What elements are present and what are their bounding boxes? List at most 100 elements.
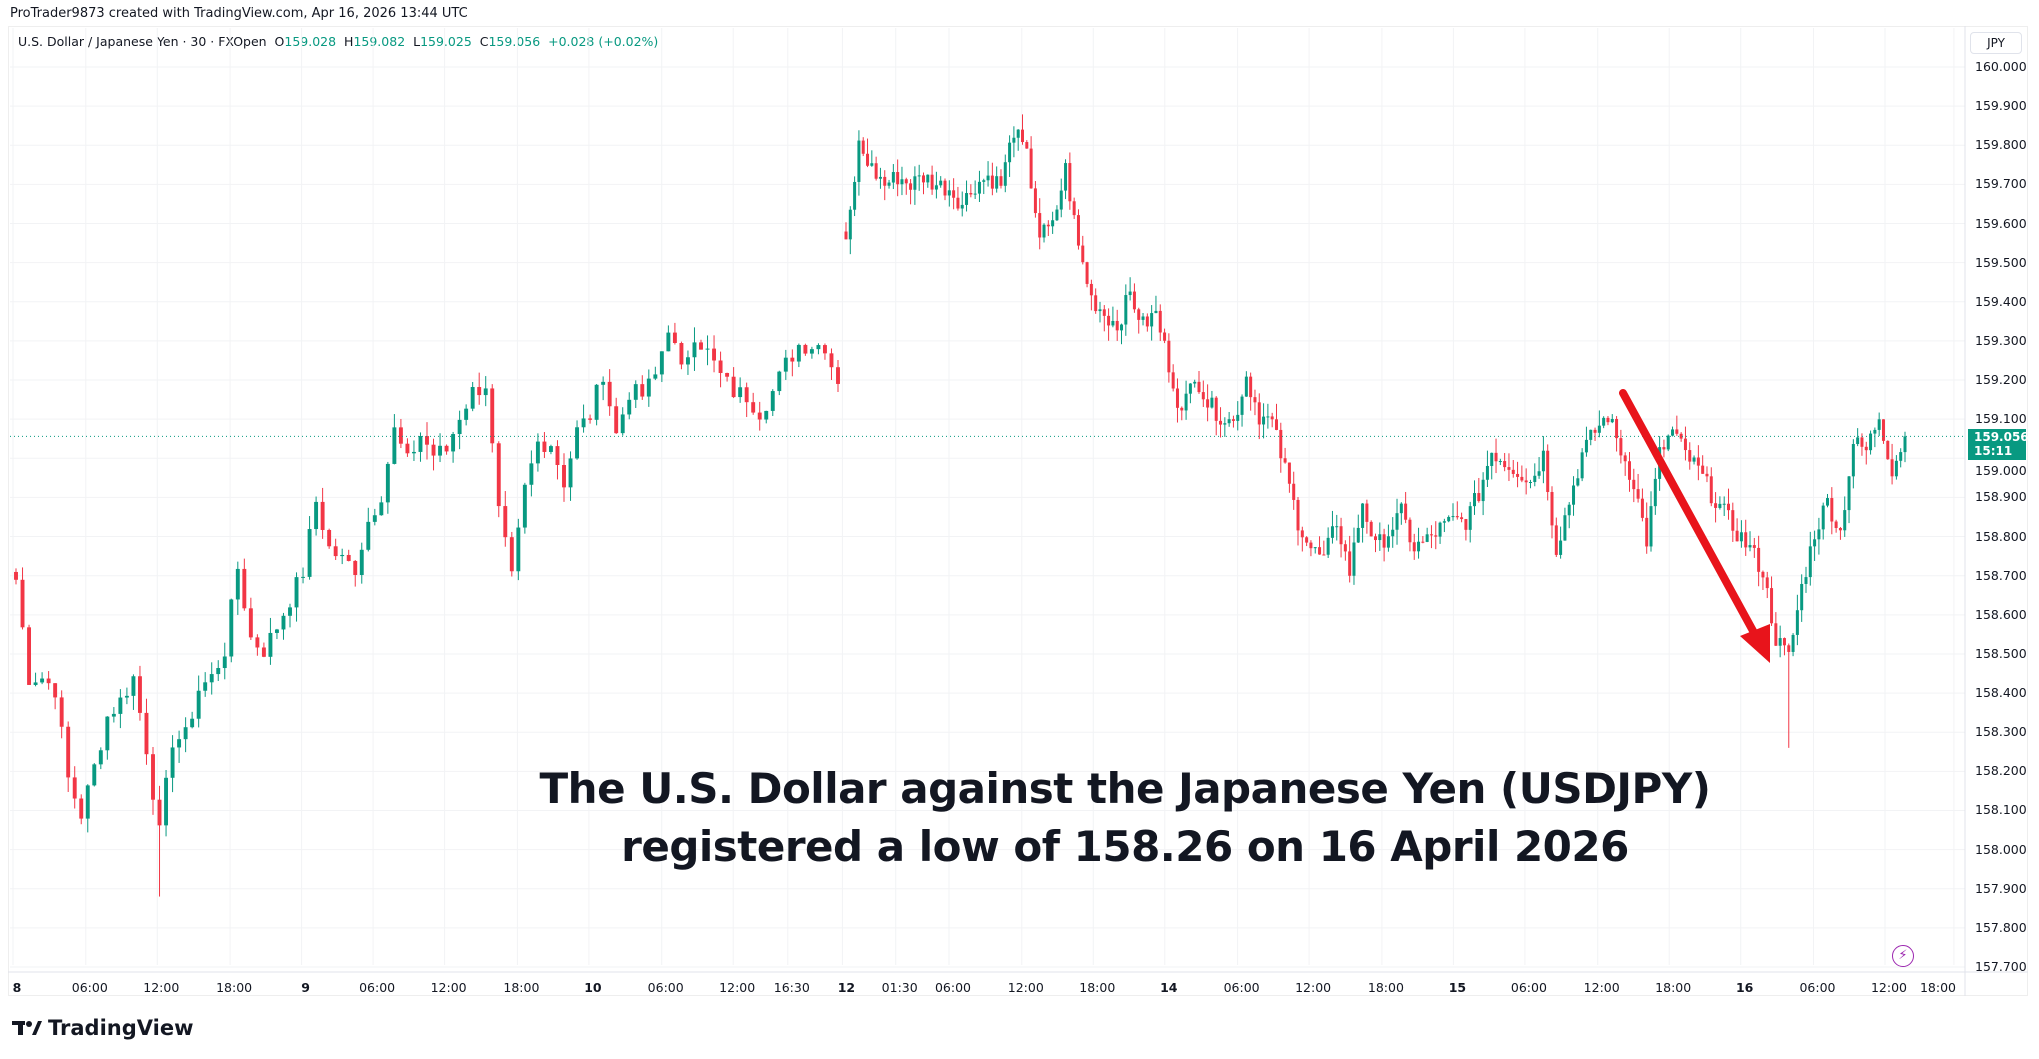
candle-body [718, 360, 723, 373]
candle-body [607, 381, 612, 407]
candle-body [594, 384, 599, 420]
candle-body [627, 399, 632, 415]
price-tick-label: 158.400 [1975, 685, 2027, 701]
candle-body [92, 764, 97, 786]
candle-body [72, 777, 77, 799]
candle-body [1894, 460, 1898, 477]
candle-body [965, 193, 969, 205]
candle-body [1610, 418, 1614, 423]
candle-body [1068, 163, 1072, 202]
candle-body [1455, 516, 1459, 518]
candle-body [977, 181, 981, 194]
time-tick-label: 01:30 [881, 980, 918, 995]
candle-body [930, 174, 934, 190]
time-tick-label: 18:00 [1919, 980, 1957, 995]
candle-body [1826, 498, 1830, 506]
candle-body [503, 506, 508, 538]
candle-body [1761, 571, 1765, 578]
candle-body [1597, 425, 1601, 433]
candle-body [1834, 521, 1838, 529]
candle-body [861, 140, 865, 154]
candle-body [995, 176, 999, 189]
candle-body [1158, 310, 1162, 333]
candle-body [1821, 505, 1825, 530]
candle-body [274, 629, 279, 633]
candle-body [1253, 397, 1257, 403]
price-tick-label: 159.300 [1975, 332, 2027, 348]
candle-body [151, 754, 155, 800]
candle-body [170, 747, 175, 778]
candle-body [1567, 504, 1571, 516]
candle-body [1473, 493, 1477, 507]
price-tick-label: 159.700 [1975, 176, 2027, 192]
candle-body [1249, 376, 1253, 398]
lightning-icon[interactable]: ⚡ [1892, 945, 1914, 967]
candle-body [1094, 295, 1098, 312]
candle-body [947, 190, 951, 196]
candle-body [1554, 525, 1558, 555]
candle-body [1167, 340, 1171, 373]
candle-body [640, 384, 645, 397]
annotation-line-2: registered a low of 158.26 on 16 April 2… [621, 822, 1629, 871]
candle-body [235, 568, 240, 600]
candle-body [1856, 437, 1860, 445]
candle-body [1679, 433, 1683, 439]
candle-body [803, 344, 808, 354]
candle-body [490, 388, 495, 444]
price-tick-label: 158.000 [1975, 841, 2027, 857]
candle-body [1550, 492, 1554, 526]
candle-body [1141, 316, 1145, 320]
candle-body [1193, 381, 1197, 384]
candle-body [1636, 489, 1640, 499]
candle-body [1546, 450, 1550, 493]
candle-body [1589, 429, 1593, 440]
candle-body [891, 172, 895, 183]
candle-body [1666, 435, 1670, 450]
candle-body [1343, 544, 1347, 552]
time-tick-label: 06:00 [359, 980, 396, 995]
candle-body [1412, 542, 1416, 552]
candle-body [1124, 295, 1128, 325]
candle-body [418, 436, 423, 452]
candle-body [1468, 506, 1472, 530]
candle-body [261, 647, 266, 657]
candle-body [1873, 429, 1877, 434]
price-tick-label: 159.400 [1975, 293, 2027, 309]
candle-body [124, 695, 129, 698]
symbol-title[interactable]: U.S. Dollar / Japanese Yen · 30 · FXOpen [18, 34, 267, 49]
candle-body [1236, 414, 1240, 421]
price-tick-label: 159.200 [1975, 372, 2027, 388]
candle-body [848, 209, 852, 240]
candle-body [679, 342, 684, 365]
chart-annotation: The U.S. Dollar against the Japanese Yen… [0, 760, 2039, 876]
candle-body [1115, 320, 1119, 331]
candle-body [1244, 376, 1248, 397]
price-tick-label: 160.000 [1975, 59, 2027, 74]
candle-body [1150, 313, 1154, 327]
candle-body [137, 676, 142, 713]
currency-button[interactable]: JPY [1970, 32, 2022, 54]
candle-body [1838, 528, 1842, 531]
candle-body [1003, 162, 1007, 186]
candle-body [1417, 541, 1421, 552]
candle-body [385, 463, 390, 503]
candle-body [1046, 224, 1050, 227]
candle-body [405, 443, 410, 454]
candle-body [1128, 291, 1132, 296]
candle-body [1016, 129, 1020, 138]
candle-body [1709, 476, 1713, 504]
candle-body [1313, 547, 1317, 549]
candle-body [157, 799, 162, 826]
candle-body [1399, 503, 1403, 514]
time-tick-label: 16 [1735, 980, 1754, 995]
candle-body [1438, 522, 1442, 537]
time-tick-label: 12:00 [1870, 980, 1908, 995]
time-tick-label: 18:00 [1367, 980, 1404, 995]
candle-body [392, 427, 397, 464]
candle-body [1498, 461, 1502, 463]
candle-body [438, 445, 443, 456]
candle-body [1262, 416, 1266, 425]
candle-body [1322, 554, 1326, 556]
candle-body [1227, 419, 1231, 424]
